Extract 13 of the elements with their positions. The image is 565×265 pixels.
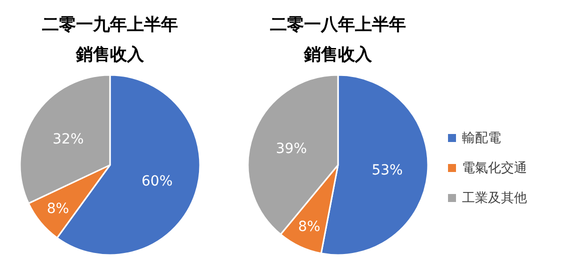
data-label: 32% [52, 131, 84, 148]
data-label: 8% [46, 201, 70, 218]
chart-subtitle: 銷售收入 [303, 45, 373, 64]
data-label: 53% [372, 162, 403, 179]
chart-title: 二零一八年上半年 [270, 15, 406, 34]
legend-label: 輸配電 [462, 130, 501, 145]
chart-title: 二零一九年上半年 [42, 15, 178, 34]
data-label: 8% [298, 219, 320, 236]
legend-label: 電氣化交通 [462, 160, 527, 175]
data-label: 39% [276, 141, 307, 158]
data-label: 60% [142, 173, 173, 190]
legend-label: 工業及其他 [462, 190, 527, 205]
chart-subtitle: 銷售收入 [75, 45, 145, 64]
